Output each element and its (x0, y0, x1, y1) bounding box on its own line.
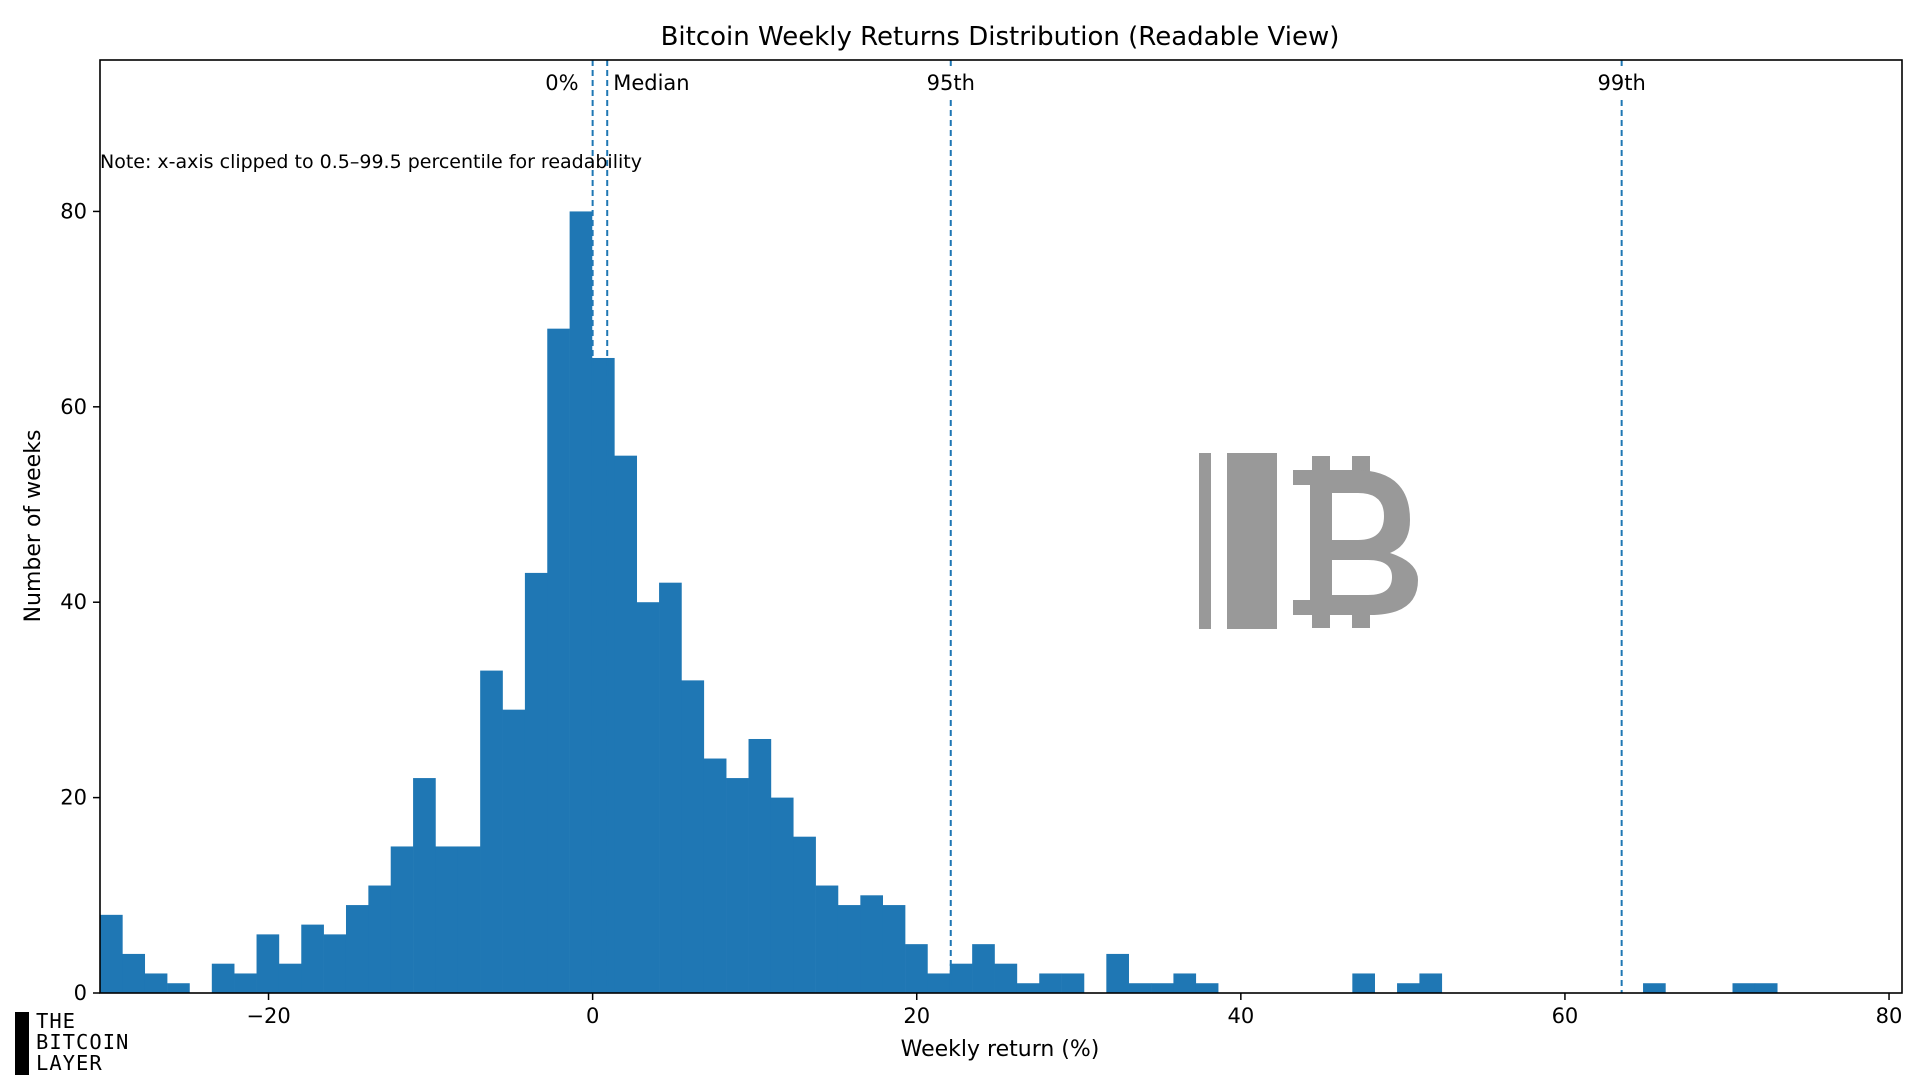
histogram-bar (480, 670, 503, 993)
histogram-bar (681, 680, 705, 993)
histogram-bar (234, 973, 257, 993)
ref-label-bg (610, 69, 693, 97)
ref-label-95th: 95th (927, 71, 975, 95)
x-tick-label: 80 (1876, 1004, 1903, 1028)
histogram-bar (167, 983, 190, 993)
histogram-bar (815, 885, 839, 993)
histogram-bar (1732, 983, 1756, 993)
plot-frame (99, 59, 1903, 994)
histogram-bar (1195, 983, 1219, 993)
x-tick-label: 60 (1552, 1004, 1579, 1028)
histogram-bar (413, 778, 436, 993)
histogram-bar (972, 944, 995, 993)
logo-bar-icon (15, 1012, 29, 1075)
y-axis-label: Number of weeks (21, 430, 46, 623)
histogram-bar (703, 758, 727, 993)
histogram-bar (256, 934, 280, 993)
y-axis-ticks: 0 20 40 60 80 (60, 199, 100, 1005)
histogram-bar (614, 455, 638, 993)
histogram-bar (726, 778, 749, 993)
histogram-bar (390, 846, 414, 993)
ref-label-bg (542, 69, 582, 97)
histogram-bar (1039, 973, 1062, 993)
histogram-bar (368, 885, 392, 993)
histogram-bar (278, 963, 302, 993)
histogram-bar (748, 738, 772, 993)
histogram-bar (122, 953, 146, 993)
histogram-bar (1151, 983, 1174, 993)
x-tick-label: 20 (903, 1004, 930, 1028)
histogram-bar (1754, 983, 1778, 993)
logo-line-3: LAYER (36, 1051, 103, 1075)
chart-title: Bitcoin Weekly Returns Distribution (Rea… (661, 22, 1340, 52)
y-tick-label: 80 (60, 199, 87, 223)
histogram-bar (636, 602, 660, 993)
histogram-bar (323, 934, 347, 993)
histogram-bar (1173, 973, 1197, 993)
histogram-bar (591, 357, 615, 994)
histogram-bar (905, 944, 928, 993)
histogram-bar (211, 963, 235, 993)
ref-label-bg (1594, 69, 1649, 97)
y-tick-label: 40 (60, 590, 87, 614)
histogram-bar (793, 836, 816, 993)
histogram-bars (100, 211, 1778, 994)
histogram-bar (547, 328, 570, 993)
histogram-bar (1016, 983, 1040, 993)
histogram-bar (502, 709, 526, 993)
y-tick-label: 60 (60, 395, 87, 419)
reference-lines: 0% Median 95th 99th (542, 60, 1649, 993)
histogram-bar (524, 572, 548, 993)
histogram-bar (1419, 973, 1443, 993)
histogram-bar (569, 211, 593, 993)
logo-line-2: BITCOIN (36, 1030, 130, 1054)
y-tick-label: 20 (60, 786, 87, 810)
histogram-bar (100, 914, 123, 993)
bitcoin-layer-watermark-icon (1199, 453, 1418, 629)
histogram-bar (949, 963, 973, 993)
ref-label-median: Median (613, 71, 689, 95)
clip-note: Note: x-axis clipped to 0.5–99.5 percent… (100, 151, 642, 173)
histogram-bar (927, 973, 951, 993)
x-tick-label: −20 (246, 1004, 290, 1028)
histogram-bar (1128, 983, 1152, 993)
histogram-bar (994, 963, 1018, 993)
histogram-bar (770, 797, 794, 993)
logo-wordmark: THE BITCOIN LAYER (36, 1011, 186, 1074)
histogram-bar (1397, 983, 1420, 993)
histogram-bar (457, 846, 481, 993)
histogram-bar (1352, 973, 1375, 993)
histogram-bar (345, 905, 369, 993)
histogram-bar (860, 895, 883, 993)
histogram-bar (659, 582, 682, 993)
histogram-bar (1106, 953, 1129, 993)
the-bitcoin-layer-logo: THE BITCOIN LAYER (15, 1011, 186, 1078)
x-axis-ticks: −20 0 20 40 60 80 (246, 993, 1902, 1028)
x-axis-label: Weekly return (%) (901, 1037, 1100, 1062)
ref-label-0: 0% (545, 71, 578, 95)
ref-label-bg (923, 69, 978, 97)
x-tick-label: 40 (1227, 1004, 1254, 1028)
histogram-bar (435, 846, 459, 993)
histogram-bar (837, 905, 861, 993)
histogram-bar (144, 973, 168, 993)
y-tick-label: 0 (74, 981, 87, 1005)
logo-line-1: THE (36, 1009, 77, 1033)
histogram-bar (1643, 983, 1666, 993)
ref-label-99th: 99th (1598, 71, 1646, 95)
histogram-bar (301, 924, 324, 993)
x-tick-label: 0 (586, 1004, 599, 1028)
histogram-bar (1061, 973, 1085, 993)
histogram-bar (882, 905, 906, 993)
